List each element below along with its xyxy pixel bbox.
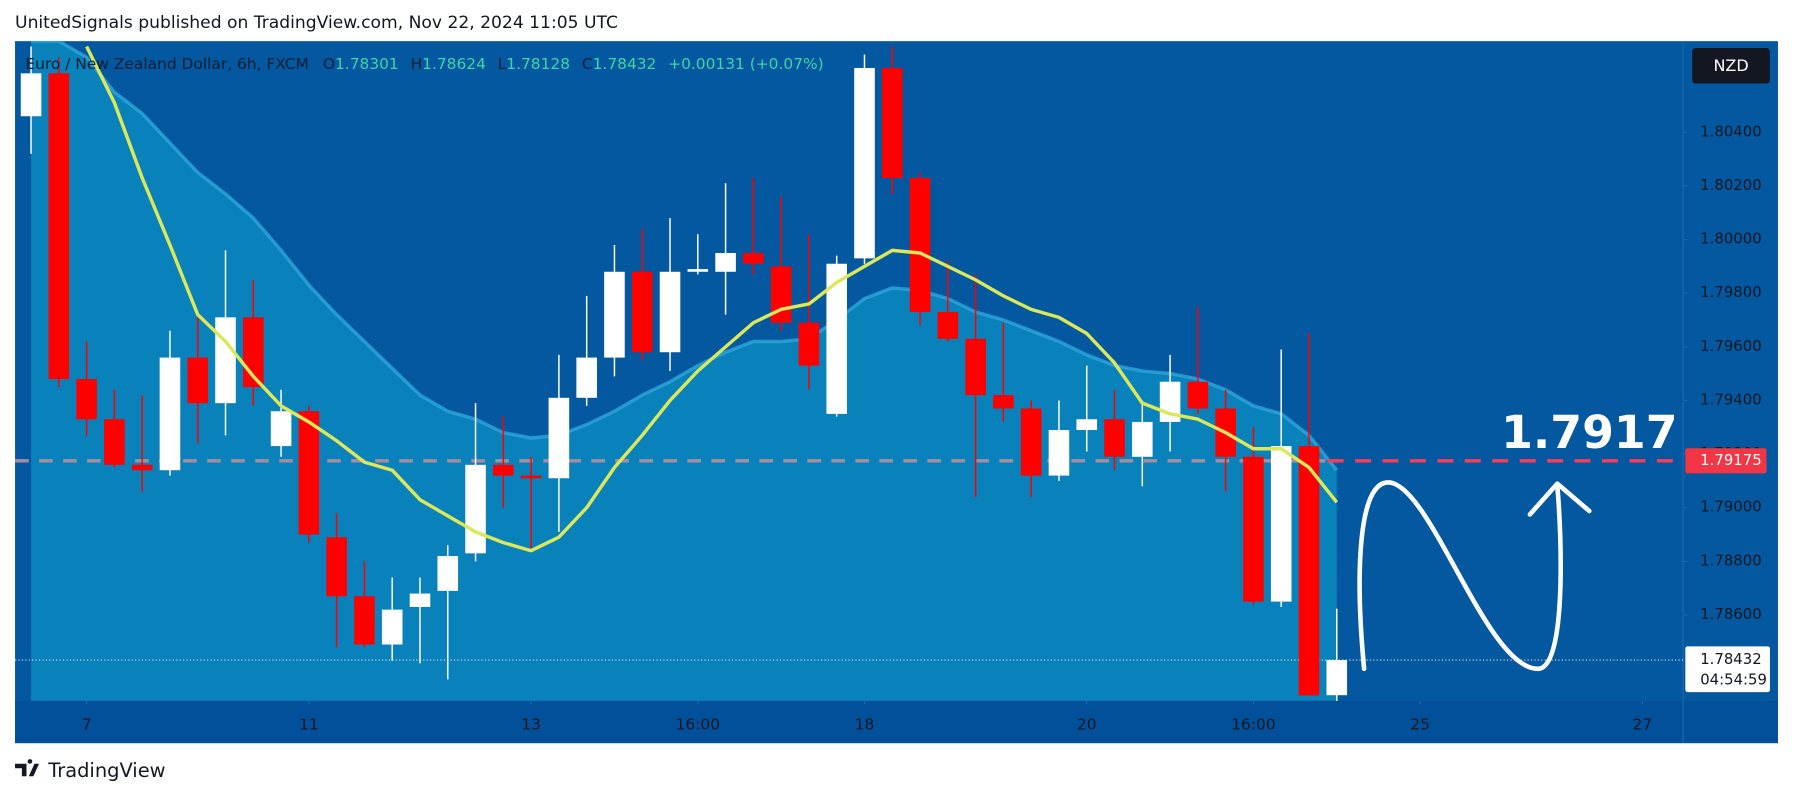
candle-body	[743, 253, 764, 264]
candle-body	[1298, 446, 1320, 696]
candle-body	[826, 263, 847, 414]
y-tick-label: 1.79800	[1700, 283, 1761, 301]
x-tick-label: 27	[1633, 715, 1653, 733]
x-tick-label: 11	[299, 715, 319, 733]
candle-body	[604, 271, 625, 358]
candle-body	[881, 67, 903, 178]
legend-low: 1.78128	[506, 55, 570, 73]
candle-body	[965, 338, 986, 396]
y-tick-label: 1.79400	[1700, 390, 1761, 408]
candle-body	[437, 556, 459, 591]
last-price-badge	[1685, 646, 1770, 693]
candle-body	[298, 411, 320, 535]
legend: Euro / New Zealand Dollar, 6h, FXCM O1.7…	[25, 55, 823, 73]
x-tick-label: 16:00	[1231, 715, 1275, 733]
candle-body	[381, 609, 403, 645]
legend-high: 1.78624	[422, 55, 486, 73]
level-annotation: 1.7917	[1501, 406, 1677, 459]
candle-body	[493, 464, 514, 476]
candle-body	[20, 73, 42, 117]
candle-body	[687, 269, 709, 272]
y-tick-label: 1.78600	[1700, 605, 1761, 623]
currency-badge	[1692, 48, 1770, 84]
candle-body	[576, 357, 597, 398]
currency-label: NZD	[1713, 56, 1748, 75]
drawn-curve	[1357, 480, 1563, 672]
x-tick-label: 16:00	[676, 715, 720, 733]
candle-body	[520, 475, 542, 479]
candle-body	[937, 311, 959, 339]
plot-area	[15, 41, 1684, 701]
publish-header: UnitedSignals published on TradingView.c…	[15, 13, 618, 33]
countdown-label: 04:54:59	[1700, 671, 1767, 689]
y-tick-label: 1.78800	[1700, 551, 1761, 569]
candle-body	[409, 593, 431, 607]
candle-body	[76, 379, 97, 420]
candle-body	[1020, 408, 1042, 476]
time-axis-background	[15, 700, 1778, 744]
legend-open: 1.78301	[335, 55, 399, 73]
y-tick-label: 1.79600	[1700, 337, 1761, 355]
candle-body	[270, 411, 292, 447]
y-tick-label: 1.80000	[1700, 230, 1761, 248]
y-tick-label: 1.80200	[1700, 176, 1761, 194]
x-tick-label: 7	[82, 715, 92, 733]
candle-body	[187, 357, 209, 404]
candle-body	[215, 317, 236, 404]
x-tick-label: 18	[855, 715, 875, 733]
symbol-title: Euro / New Zealand Dollar, 6h, FXCM	[25, 55, 308, 73]
candle-body	[909, 177, 931, 312]
candle-body	[1076, 419, 1098, 430]
y-tick-label: 1.79000	[1700, 498, 1761, 516]
candle-body	[1243, 456, 1264, 602]
candle-body	[993, 395, 1014, 409]
candle-body	[104, 419, 125, 465]
footer-brand: TradingView	[47, 759, 165, 782]
candle-body	[465, 464, 486, 554]
candle-body	[1187, 381, 1209, 409]
level-badge-label: 1.79175	[1700, 451, 1761, 469]
candle-body	[1048, 429, 1070, 476]
legend-o-label: O	[323, 55, 335, 73]
x-tick-label: 13	[521, 715, 541, 733]
candle-body	[326, 537, 347, 597]
candle-body	[854, 67, 875, 259]
moving-average	[85, 45, 1339, 553]
x-tick-label: 25	[1410, 715, 1430, 733]
drawn-arrow	[1527, 481, 1592, 517]
legend-c-label: C	[582, 55, 593, 73]
candle-body	[659, 271, 681, 353]
candle-body	[1270, 446, 1292, 602]
candle-body	[159, 357, 181, 471]
overlay: 1.786001.788001.790001.792001.794001.796…	[82, 122, 1770, 733]
candle-body	[354, 596, 375, 645]
x-tick-label: 20	[1077, 715, 1097, 733]
cloud-edge	[31, 41, 1339, 472]
candle-body	[48, 73, 70, 380]
candle-body	[1104, 419, 1125, 457]
candle-body	[798, 322, 820, 366]
cloud-area	[31, 41, 1337, 701]
candle-body	[548, 397, 570, 479]
candle-body	[131, 464, 153, 471]
candle-body	[1326, 660, 1348, 696]
candle-body	[631, 271, 653, 353]
candle-body	[1132, 421, 1153, 457]
tradingview-logo	[15, 759, 40, 777]
legend-close: 1.78432	[593, 55, 657, 73]
level-badge	[1685, 448, 1767, 474]
last-price-label: 1.78432	[1700, 650, 1761, 668]
candle-body	[715, 253, 736, 272]
y-tick-label: 1.80400	[1700, 122, 1761, 140]
legend-h-label: H	[411, 55, 423, 73]
legend-change: +0.00131 (+0.07%)	[668, 55, 824, 73]
legend-l-label: L	[498, 55, 507, 73]
